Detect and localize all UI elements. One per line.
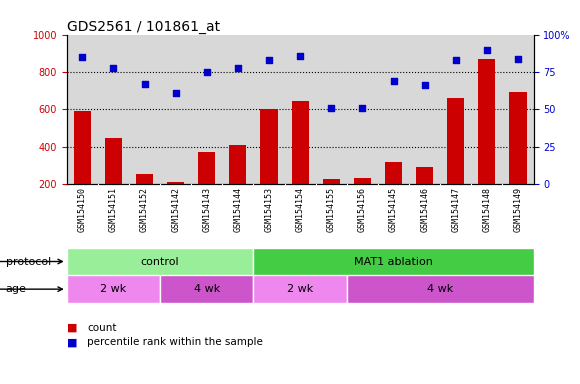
Text: GSM154142: GSM154142 <box>171 187 180 232</box>
Text: MAT1 ablation: MAT1 ablation <box>354 257 433 266</box>
Point <box>513 55 523 61</box>
Point <box>389 78 398 84</box>
Bar <box>67 275 160 303</box>
Point <box>202 69 212 75</box>
Text: GSM154146: GSM154146 <box>420 187 429 232</box>
Text: GSM154150: GSM154150 <box>78 187 87 232</box>
Text: GSM154152: GSM154152 <box>140 187 149 232</box>
Bar <box>167 182 184 184</box>
Bar <box>253 275 347 303</box>
Bar <box>160 275 253 303</box>
Point <box>140 81 149 87</box>
Bar <box>447 98 465 184</box>
Bar <box>198 152 215 184</box>
Text: 2 wk: 2 wk <box>287 284 313 294</box>
Bar <box>74 111 91 184</box>
Text: 4 wk: 4 wk <box>194 284 220 294</box>
Text: GSM154143: GSM154143 <box>202 187 211 232</box>
Bar <box>416 167 433 184</box>
Bar <box>260 109 278 184</box>
Point <box>78 54 87 60</box>
Text: control: control <box>141 257 179 266</box>
Text: 2 wk: 2 wk <box>100 284 126 294</box>
Bar <box>347 275 534 303</box>
Text: percentile rank within the sample: percentile rank within the sample <box>87 337 263 347</box>
Text: ■: ■ <box>67 337 81 347</box>
Text: GSM154149: GSM154149 <box>513 187 523 232</box>
Text: protocol: protocol <box>6 257 51 266</box>
Point <box>296 53 305 59</box>
Point <box>171 90 180 96</box>
Text: GSM154145: GSM154145 <box>389 187 398 232</box>
Text: age: age <box>6 284 27 294</box>
Text: GSM154151: GSM154151 <box>109 187 118 232</box>
Point <box>264 57 274 63</box>
Bar <box>385 162 402 184</box>
Text: GSM154148: GSM154148 <box>483 187 491 232</box>
Bar <box>354 178 371 184</box>
Point <box>358 105 367 111</box>
Text: GSM154155: GSM154155 <box>327 187 336 232</box>
Bar <box>229 145 246 184</box>
Point <box>483 46 492 53</box>
Text: 4 wk: 4 wk <box>427 284 454 294</box>
Bar <box>253 248 534 275</box>
Bar <box>478 59 495 184</box>
Bar <box>292 101 309 184</box>
Bar <box>136 174 153 184</box>
Text: GSM154154: GSM154154 <box>296 187 304 232</box>
Point <box>327 105 336 111</box>
Point <box>233 65 242 71</box>
Text: count: count <box>87 323 117 333</box>
Text: GSM154153: GSM154153 <box>264 187 274 232</box>
Bar <box>67 248 253 275</box>
Text: GSM154156: GSM154156 <box>358 187 367 232</box>
Text: GSM154144: GSM154144 <box>233 187 242 232</box>
Bar <box>105 139 122 184</box>
Point <box>420 83 429 89</box>
Text: ■: ■ <box>67 323 81 333</box>
Point <box>451 57 461 63</box>
Text: GSM154147: GSM154147 <box>451 187 461 232</box>
Bar <box>509 92 527 184</box>
Text: GDS2561 / 101861_at: GDS2561 / 101861_at <box>67 20 220 33</box>
Bar <box>322 179 340 184</box>
Point <box>109 65 118 71</box>
